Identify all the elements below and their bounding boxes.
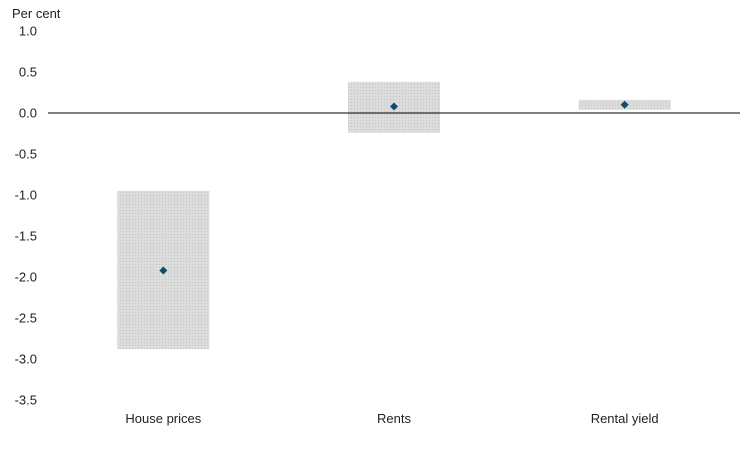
category-label: House prices <box>125 411 201 426</box>
point-estimate-marker <box>390 102 398 111</box>
y-tick-label: -1.0 <box>15 188 37 203</box>
y-tick-label: -0.5 <box>15 147 37 162</box>
y-tick-label: -3.0 <box>15 352 37 367</box>
category-labels: House prices Rents Rental yield <box>125 411 658 426</box>
y-axis-unit-label: Per cent <box>12 6 61 21</box>
y-tick-label: 0.5 <box>19 65 37 80</box>
y-axis-ticks: 1.0 0.5 0.0 -0.5 -1.0 -1.5 -2.0 -2.5 -3.0 -3.5 <box>15 24 37 408</box>
point-markers <box>159 100 629 275</box>
y-tick-label: 1.0 <box>19 24 37 39</box>
range-bars <box>117 81 671 350</box>
y-tick-label: -2.0 <box>15 270 37 285</box>
point-estimate-marker <box>159 266 168 275</box>
category-label: Rental yield <box>591 411 659 426</box>
y-tick-label: -1.5 <box>15 229 37 244</box>
point-estimate-marker <box>620 100 629 109</box>
y-tick-label: -2.5 <box>15 311 37 326</box>
category-label: Rents <box>377 411 411 426</box>
y-tick-label: 0.0 <box>19 106 37 121</box>
y-tick-label: -3.5 <box>15 393 37 408</box>
